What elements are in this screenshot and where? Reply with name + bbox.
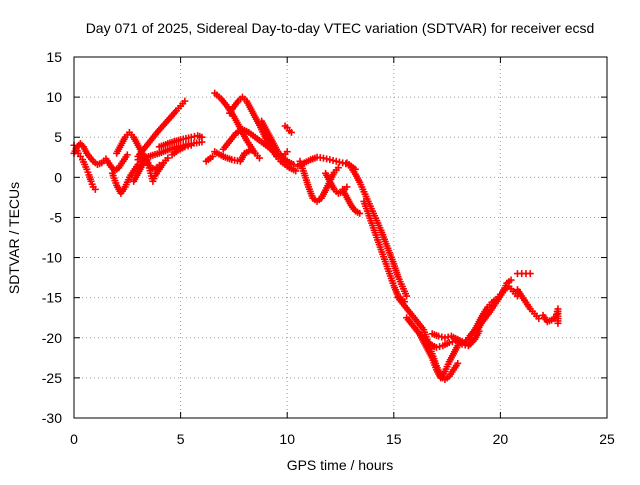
data-point bbox=[554, 319, 562, 327]
data-point bbox=[247, 146, 255, 154]
data-point bbox=[454, 359, 462, 367]
x-tick-label: 20 bbox=[493, 431, 509, 447]
data-point bbox=[292, 167, 300, 175]
y-tick-label: -30 bbox=[42, 410, 62, 426]
axes: 0 5 10 15 20 25 15 10 5 0 -5 -10 -15 -20 -25 -30 bbox=[42, 49, 615, 447]
data-point-fill bbox=[329, 156, 337, 164]
data-point bbox=[332, 157, 340, 165]
x-tick-label: 10 bbox=[279, 431, 295, 447]
data-point bbox=[319, 154, 327, 162]
data-series bbox=[70, 89, 562, 383]
data-point bbox=[403, 292, 411, 300]
data-point bbox=[507, 276, 515, 284]
data-point-fill bbox=[184, 142, 192, 150]
data-point bbox=[255, 154, 263, 162]
data-point bbox=[164, 154, 172, 162]
gridlines bbox=[74, 57, 607, 418]
data-point bbox=[123, 151, 131, 159]
data-point bbox=[334, 164, 342, 172]
x-tick-label: 15 bbox=[386, 431, 402, 447]
y-tick-label: 0 bbox=[54, 169, 62, 185]
data-point bbox=[287, 128, 295, 136]
y-axis-label: SDTVAR / TECUs bbox=[6, 182, 22, 294]
data-point bbox=[91, 185, 99, 193]
data-point bbox=[187, 141, 195, 149]
data-point bbox=[198, 133, 206, 141]
data-point bbox=[526, 270, 534, 278]
data-point-fill bbox=[335, 158, 343, 166]
data-point bbox=[343, 183, 351, 191]
data-point bbox=[445, 339, 453, 347]
y-tick-label: -20 bbox=[42, 330, 62, 346]
chart-title: Day 071 of 2025, Sidereal Day-to-day VTE… bbox=[86, 20, 595, 36]
data-point bbox=[290, 160, 298, 168]
x-tick-label: 25 bbox=[599, 431, 615, 447]
data-point bbox=[209, 152, 217, 160]
data-point bbox=[535, 315, 543, 323]
data-point-fill bbox=[438, 333, 446, 341]
data-point bbox=[441, 334, 449, 342]
data-point bbox=[181, 143, 189, 151]
data-point bbox=[356, 209, 364, 217]
y-tick-label: 10 bbox=[46, 89, 62, 105]
y-tick-label: 15 bbox=[46, 49, 62, 65]
y-tick-label: -10 bbox=[42, 250, 62, 266]
x-tick-label: 0 bbox=[70, 431, 78, 447]
data-point-fill bbox=[436, 343, 444, 351]
data-point bbox=[326, 156, 334, 164]
plot-frame bbox=[73, 56, 608, 419]
y-tick-label: -5 bbox=[50, 209, 63, 225]
data-point bbox=[432, 343, 440, 351]
y-tick-label: 5 bbox=[54, 129, 62, 145]
data-point bbox=[181, 97, 189, 105]
y-tick-label: -15 bbox=[42, 290, 62, 306]
y-tick-label: -25 bbox=[42, 370, 62, 386]
x-axis-label: GPS time / hours bbox=[287, 457, 394, 473]
x-tick-label: 5 bbox=[177, 431, 185, 447]
data-point-fill bbox=[323, 155, 331, 163]
data-point bbox=[435, 332, 443, 340]
data-point bbox=[187, 133, 195, 141]
data-point bbox=[283, 148, 291, 156]
